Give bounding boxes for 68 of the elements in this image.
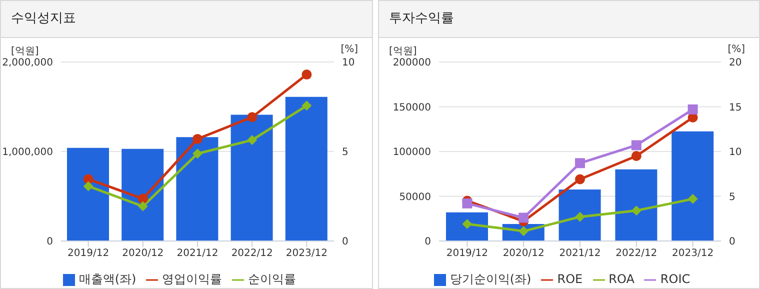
legend-label: 순이익률 bbox=[248, 272, 296, 286]
point bbox=[192, 148, 202, 159]
point bbox=[83, 181, 94, 192]
x-tick-label: 2023/12 bbox=[672, 248, 714, 260]
bar bbox=[446, 212, 488, 241]
x-tick-label: 2021/12 bbox=[559, 248, 601, 260]
chart-title: 투자수익률 bbox=[379, 1, 759, 38]
y-tick-label: 100000 bbox=[392, 147, 431, 158]
y-tick-label: 0 bbox=[424, 236, 431, 248]
point bbox=[688, 194, 698, 204]
y-axis-title: [억원] bbox=[11, 45, 39, 58]
point bbox=[138, 194, 148, 204]
legend-label: 당기순이익(좌) bbox=[450, 272, 532, 286]
bar bbox=[122, 148, 164, 241]
point bbox=[518, 212, 529, 223]
point bbox=[518, 226, 529, 236]
bar bbox=[285, 96, 328, 241]
x-tick-label: 2023/12 bbox=[286, 248, 328, 260]
y2-tick-label: 10 bbox=[342, 58, 355, 69]
y2-axis-title: [%] bbox=[340, 44, 358, 55]
y-tick-label: 2,000,000 bbox=[2, 58, 53, 69]
bar bbox=[67, 148, 109, 241]
x-tick-label: 2019/12 bbox=[446, 248, 488, 260]
point bbox=[192, 134, 202, 144]
bar bbox=[615, 169, 658, 241]
bar bbox=[176, 137, 218, 241]
x-tick-label: 2021/12 bbox=[176, 248, 218, 260]
legend-label: ROIC bbox=[660, 272, 690, 286]
y2-tick-label: 0 bbox=[729, 236, 736, 248]
legend-label: 영업이익률 bbox=[162, 272, 222, 286]
point bbox=[302, 70, 312, 80]
legend-label: 매출액(좌) bbox=[78, 272, 136, 286]
legend-label: ROE bbox=[557, 272, 583, 286]
y-tick-label: 50000 bbox=[399, 192, 431, 203]
x-tick-label: 2022/12 bbox=[231, 248, 273, 260]
point bbox=[575, 158, 585, 168]
bar bbox=[230, 114, 273, 241]
y-tick-label: 150000 bbox=[392, 102, 431, 114]
point bbox=[575, 212, 585, 222]
point bbox=[302, 100, 312, 111]
point bbox=[688, 104, 698, 114]
point bbox=[247, 135, 258, 146]
y2-tick-label: 5 bbox=[342, 147, 348, 158]
chart-title: 수익성지표 bbox=[1, 1, 372, 38]
y2-tick-label: 10 bbox=[729, 147, 742, 158]
y2-axis-title: [%] bbox=[728, 44, 745, 55]
y-tick-label: 1,000,000 bbox=[2, 147, 53, 158]
point bbox=[631, 140, 642, 150]
y2-tick-label: 5 bbox=[729, 192, 736, 203]
y-tick-label: 200000 bbox=[392, 58, 431, 69]
x-tick-label: 2022/12 bbox=[616, 248, 658, 260]
point bbox=[631, 150, 642, 161]
y2-tick-label: 0 bbox=[342, 236, 348, 248]
bar bbox=[558, 190, 601, 241]
y-axis-title: [억원] bbox=[389, 45, 417, 58]
x-tick-label: 2019/12 bbox=[68, 248, 110, 260]
point bbox=[631, 206, 642, 216]
y-tick-label: 0 bbox=[46, 236, 53, 248]
x-tick-label: 2020/12 bbox=[122, 248, 164, 260]
legend-label: ROA bbox=[608, 272, 634, 286]
y2-tick-label: 20 bbox=[729, 58, 742, 69]
point bbox=[138, 201, 148, 212]
y2-tick-label: 15 bbox=[729, 102, 742, 114]
point bbox=[462, 198, 472, 208]
x-tick-label: 2020/12 bbox=[502, 248, 544, 260]
point bbox=[247, 112, 258, 122]
point bbox=[575, 174, 585, 184]
bar bbox=[672, 131, 714, 241]
